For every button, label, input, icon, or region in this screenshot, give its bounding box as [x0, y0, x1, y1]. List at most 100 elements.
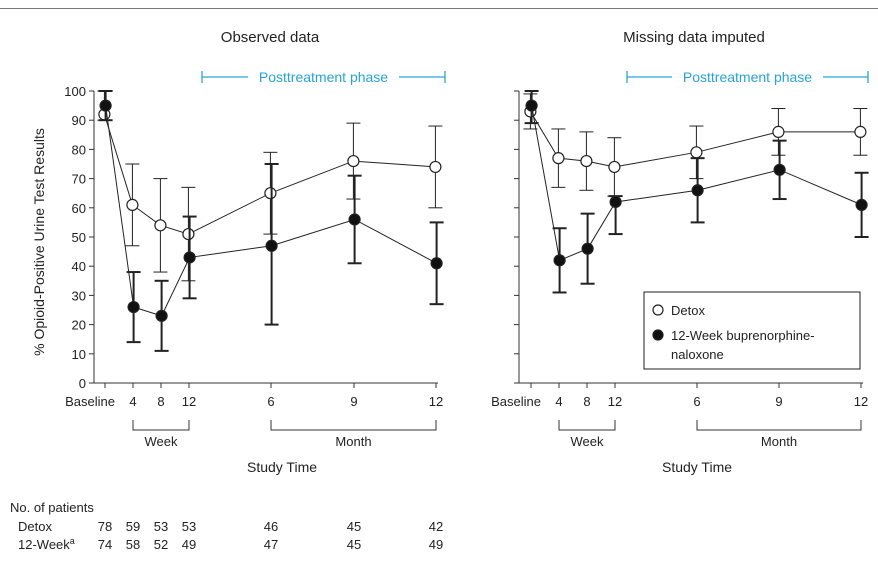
x-tick-label: 9 — [350, 394, 357, 409]
data-point — [182, 227, 195, 241]
patients-count: 74 — [98, 537, 112, 552]
top-rule — [0, 8, 878, 9]
y-tick-label: 80 — [72, 142, 86, 157]
data-point — [347, 154, 360, 168]
x-tick-label: 4 — [129, 394, 136, 409]
patients-count: 47 — [264, 537, 278, 552]
data-point — [348, 213, 361, 226]
x-group-bracket — [132, 420, 190, 431]
data-point — [99, 99, 112, 112]
data-point — [608, 160, 621, 174]
x-group-label: Week — [571, 434, 604, 449]
x-group-bracket — [696, 420, 862, 431]
patients-count: 58 — [126, 537, 140, 552]
data-point — [855, 198, 868, 211]
data-point — [609, 195, 622, 209]
patients-heading: No. of patients — [10, 500, 94, 515]
legend-entry: naloxone — [671, 347, 724, 362]
patients-count: 46 — [264, 519, 278, 534]
data-point — [155, 309, 168, 322]
x-group-bracket — [558, 420, 616, 431]
y-tick-label: 40 — [72, 259, 86, 274]
y-tick-label: 90 — [72, 113, 86, 128]
legend-entry: 12-Week buprenorphine- — [671, 328, 815, 343]
data-point — [772, 125, 785, 138]
y-tick-label: 20 — [72, 318, 86, 333]
series-buprenorphine — [524, 90, 869, 294]
series-detox — [523, 93, 868, 197]
y-tick-label: 50 — [72, 230, 86, 245]
patients-count: 45 — [347, 537, 361, 552]
data-point — [581, 242, 594, 255]
x-axis-label: Study Time — [662, 459, 732, 475]
x-tick-label: 12 — [608, 394, 622, 409]
data-point — [773, 163, 786, 176]
data-point — [154, 219, 167, 232]
panel-observed: Observed data % Opioid-Positive Urine Te… — [31, 29, 446, 475]
y-tick-label: 70 — [72, 172, 86, 187]
x-tick-label: 6 — [267, 394, 274, 409]
phase-indicator: Posttreatment phase — [201, 69, 446, 85]
y-tick-label: 60 — [72, 201, 86, 216]
x-tick-label: 8 — [583, 394, 590, 409]
panel-title: Observed data — [221, 29, 320, 46]
series-buprenorphine — [98, 90, 444, 352]
patients-count: 59 — [126, 519, 140, 534]
data-point — [691, 184, 704, 197]
x-group-label: Week — [145, 434, 178, 449]
patients-row-label: Detox — [18, 519, 52, 534]
series-detox — [97, 90, 443, 282]
x-tick-label: Baseline — [491, 394, 541, 409]
axes — [89, 90, 438, 431]
legend-entry: Detox — [671, 303, 705, 318]
data-point — [183, 251, 196, 264]
y-tick-label: 0 — [79, 376, 86, 391]
panel-title: Missing data imputed — [623, 29, 765, 46]
x-group-label: Month — [335, 434, 371, 449]
patients-count: 52 — [154, 537, 168, 552]
phase-label: Posttreatment phase — [683, 69, 812, 85]
x-tick-label: 4 — [555, 394, 562, 409]
x-group-label: Month — [761, 434, 797, 449]
data-point — [126, 198, 139, 211]
y-axis-label: % Opioid-Positive Urine Test Results — [31, 128, 47, 356]
legend-box — [643, 291, 861, 370]
data-point — [552, 152, 565, 165]
patients-count: 78 — [98, 519, 112, 534]
panel-imputed: Missing data imputed Study Time Baseline… — [491, 29, 869, 475]
data-point — [580, 154, 593, 168]
x-group-bracket — [270, 420, 437, 431]
x-tick-label: 12 — [854, 394, 868, 409]
patients-row-label: 12-Weeka — [18, 536, 75, 552]
x-tick-label: 6 — [693, 394, 700, 409]
data-point — [127, 300, 140, 314]
patients-count: 53 — [154, 519, 168, 534]
patients-table: No. of patients Detox 12-Weeka 78 59 53 53 4… — [10, 500, 443, 552]
y-tick-label: 30 — [72, 288, 86, 303]
data-point — [525, 99, 538, 112]
patients-count: 49 — [429, 537, 443, 552]
x-axis-label: Study Time — [247, 459, 317, 475]
y-tick-label: 10 — [72, 347, 86, 362]
data-point — [690, 146, 703, 159]
legend-marker-buprenorphine — [652, 329, 664, 341]
axes — [514, 90, 863, 431]
x-tick-label: 12 — [182, 394, 196, 409]
patients-count: 45 — [347, 519, 361, 534]
phase-label: Posttreatment phase — [259, 69, 388, 85]
x-tick-label: 12 — [429, 394, 443, 409]
x-tick-label: 8 — [157, 394, 164, 409]
data-point — [429, 160, 442, 174]
phase-indicator: Posttreatment phase — [626, 69, 869, 85]
x-tick-label: Baseline — [65, 394, 115, 409]
superscript: a — [70, 536, 75, 546]
data-point — [430, 257, 443, 270]
data-point — [265, 239, 278, 252]
patients-count: 49 — [182, 537, 196, 552]
legend: Detox 12-Week buprenorphine-naloxone — [643, 291, 861, 370]
data-point — [553, 254, 566, 267]
x-tick-label: 9 — [775, 394, 782, 409]
legend-marker-detox — [652, 304, 664, 316]
patients-count: 53 — [182, 519, 196, 534]
